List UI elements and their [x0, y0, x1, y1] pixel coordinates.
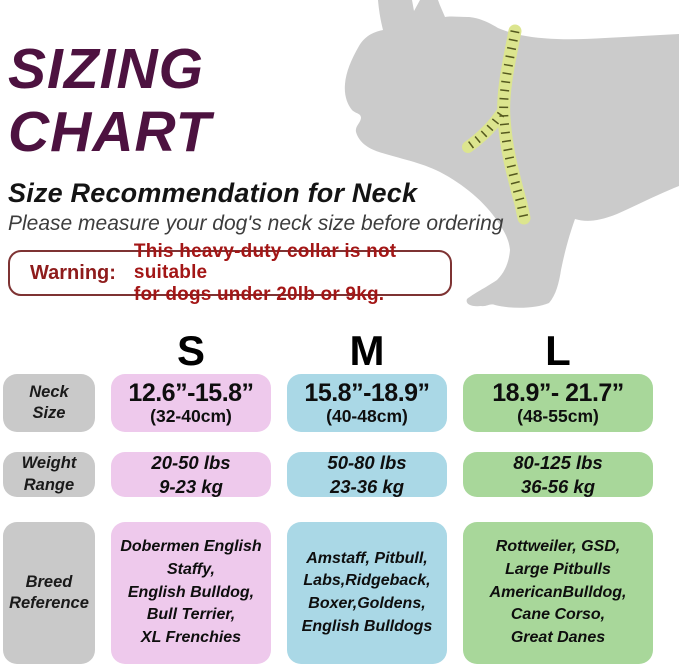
- page-title-line2: CHART: [8, 100, 212, 164]
- neck-size-s-inches: 12.6”-15.8”: [128, 379, 254, 408]
- subtitle: Size Recommendation for Neck: [8, 178, 418, 208]
- neck-size-m-inches: 15.8”-18.9”: [304, 379, 430, 408]
- warning-message: This heavy-duty collar is not suitable f…: [133, 241, 397, 305]
- neck-size-l-cm: (48-55cm): [517, 405, 599, 426]
- measuring-tape-branch-ticks: [465, 111, 505, 151]
- neck-size-l-inches: 18.9”- 21.7”: [492, 379, 624, 408]
- neck-size-cell-m: 15.8”-18.9” (40-48cm): [287, 374, 447, 432]
- breed-reference-cell-s: Dobermen English Staffy, English Bulldog…: [111, 522, 271, 664]
- breed-reference-cell-m: Amstaff, Pitbull, Labs,Ridgeback, Boxer,…: [287, 522, 447, 664]
- size-header-m: M: [349, 327, 385, 374]
- neck-size-m-cm: (40-48cm): [326, 405, 408, 426]
- size-table: S M L Neck Size 12.6”-15.8” (32-40cm) 15…: [3, 327, 653, 664]
- breed-reference-cell-l: Rottweiler, GSD, Large Pitbulls American…: [463, 522, 653, 664]
- size-header-s: S: [176, 327, 205, 374]
- row-label-weight-range: Weight Range: [3, 452, 95, 497]
- neck-size-cell-s: 12.6”-15.8” (32-40cm): [111, 374, 271, 432]
- weight-range-cell-l: 80-125 lbs 36-56 kg: [463, 452, 653, 497]
- neck-size-cell-l: 18.9”- 21.7” (48-55cm): [463, 374, 653, 432]
- size-header-l: L: [545, 327, 571, 374]
- neck-size-s-cm: (32-40cm): [150, 405, 232, 426]
- page-title: SIZING CHART: [8, 38, 211, 164]
- dog-silhouette-graphic: [335, 0, 679, 320]
- measure-note: Please measure your dog's neck size befo…: [8, 212, 504, 235]
- warning-box: Warning: This heavy-duty collar is not s…: [8, 241, 452, 305]
- row-label-neck-size: Neck Size: [3, 374, 95, 432]
- page-title-line1: SIZING: [8, 37, 205, 101]
- weight-range-cell-m: 50-80 lbs 23-36 kg: [287, 452, 447, 497]
- row-label-breed-reference: Breed Reference: [3, 522, 95, 664]
- weight-range-cell-s: 20-50 lbs 9-23 kg: [111, 452, 271, 497]
- warning-label: Warning:: [30, 261, 116, 284]
